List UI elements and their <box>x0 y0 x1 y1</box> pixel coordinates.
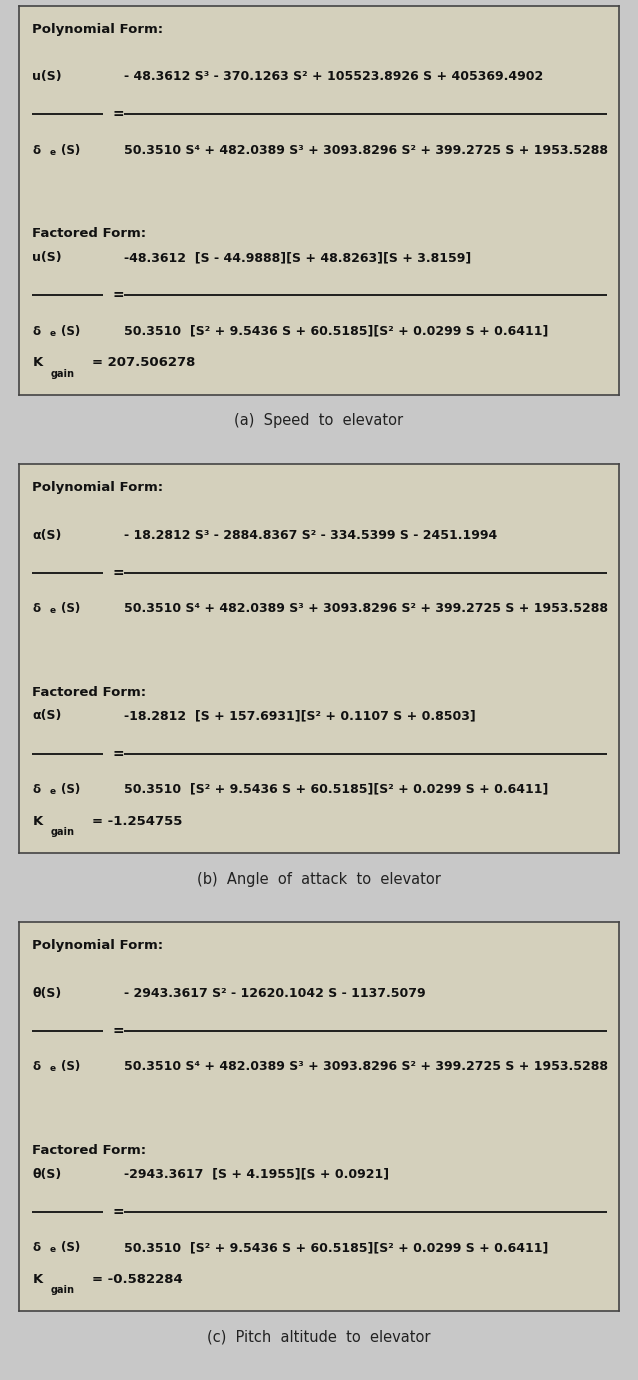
Text: (a)  Speed  to  elevator: (a) Speed to elevator <box>234 414 404 428</box>
Text: gain: gain <box>50 368 74 380</box>
Text: 50.3510 S⁴ + 482.0389 S³ + 3093.8296 S² + 399.2725 S + 1953.5288: 50.3510 S⁴ + 482.0389 S³ + 3093.8296 S² … <box>124 602 608 615</box>
Text: 50.3510  [S² + 9.5436 S + 60.5185][S² + 0.0299 S + 0.6411]: 50.3510 [S² + 9.5436 S + 60.5185][S² + 0… <box>124 324 549 338</box>
Text: =: = <box>112 288 124 302</box>
Text: Polynomial Form:: Polynomial Form: <box>33 940 163 952</box>
Text: -2943.3617  [S + 4.1955][S + 0.0921]: -2943.3617 [S + 4.1955][S + 0.0921] <box>124 1167 389 1181</box>
Text: δ: δ <box>33 782 40 796</box>
Text: δ: δ <box>33 144 40 157</box>
Text: = -1.254755: = -1.254755 <box>93 814 182 828</box>
Text: = -0.582284: = -0.582284 <box>93 1272 183 1286</box>
Text: K: K <box>33 1272 43 1286</box>
Text: e: e <box>49 606 56 614</box>
Text: α(S): α(S) <box>33 709 62 723</box>
Text: -18.2812  [S + 157.6931][S² + 0.1107 S + 0.8503]: -18.2812 [S + 157.6931][S² + 0.1107 S + … <box>124 709 476 723</box>
Text: Polynomial Form:: Polynomial Form: <box>33 23 163 36</box>
Text: =: = <box>112 747 124 760</box>
Text: θ(S): θ(S) <box>33 987 62 999</box>
Text: (S): (S) <box>61 1241 80 1254</box>
Text: θ(S): θ(S) <box>33 1167 62 1181</box>
Text: K: K <box>33 814 43 828</box>
Text: δ: δ <box>33 324 40 338</box>
Text: (S): (S) <box>61 602 80 615</box>
Text: α(S): α(S) <box>33 529 62 541</box>
Text: Factored Form:: Factored Form: <box>33 686 147 698</box>
Text: Factored Form:: Factored Form: <box>33 228 147 240</box>
Text: δ: δ <box>33 602 40 615</box>
Text: e: e <box>49 328 56 338</box>
Text: δ: δ <box>33 1241 40 1254</box>
Text: Factored Form:: Factored Form: <box>33 1144 147 1156</box>
Text: e: e <box>49 1064 56 1072</box>
Text: (c)  Pitch  altitude  to  elevator: (c) Pitch altitude to elevator <box>207 1330 431 1344</box>
Text: (S): (S) <box>61 782 80 796</box>
Text: Polynomial Form:: Polynomial Form: <box>33 482 163 494</box>
Text: 50.3510 S⁴ + 482.0389 S³ + 3093.8296 S² + 399.2725 S + 1953.5288: 50.3510 S⁴ + 482.0389 S³ + 3093.8296 S² … <box>124 144 608 157</box>
Text: 50.3510  [S² + 9.5436 S + 60.5185][S² + 0.0299 S + 0.6411]: 50.3510 [S² + 9.5436 S + 60.5185][S² + 0… <box>124 1241 549 1254</box>
Text: gain: gain <box>50 827 74 838</box>
Text: u(S): u(S) <box>33 70 62 83</box>
Text: - 2943.3617 S² - 12620.1042 S - 1137.5079: - 2943.3617 S² - 12620.1042 S - 1137.507… <box>124 987 426 999</box>
Text: (S): (S) <box>61 144 80 157</box>
Text: gain: gain <box>50 1285 74 1296</box>
Text: =: = <box>112 108 124 121</box>
Text: - 48.3612 S³ - 370.1263 S² + 105523.8926 S + 405369.4902: - 48.3612 S³ - 370.1263 S² + 105523.8926… <box>124 70 544 83</box>
Text: K: K <box>33 356 43 370</box>
Text: (S): (S) <box>61 1060 80 1074</box>
Text: (S): (S) <box>61 324 80 338</box>
Text: 50.3510 S⁴ + 482.0389 S³ + 3093.8296 S² + 399.2725 S + 1953.5288: 50.3510 S⁴ + 482.0389 S³ + 3093.8296 S² … <box>124 1060 608 1074</box>
Text: = 207.506278: = 207.506278 <box>93 356 196 370</box>
Text: =: = <box>112 1024 124 1038</box>
Text: u(S): u(S) <box>33 251 62 265</box>
Text: δ: δ <box>33 1060 40 1074</box>
Text: =: = <box>112 566 124 580</box>
Text: e: e <box>49 787 56 796</box>
Text: (b)  Angle  of  attack  to  elevator: (b) Angle of attack to elevator <box>197 872 441 886</box>
Text: e: e <box>49 1245 56 1254</box>
Text: - 18.2812 S³ - 2884.8367 S² - 334.5399 S - 2451.1994: - 18.2812 S³ - 2884.8367 S² - 334.5399 S… <box>124 529 498 541</box>
Text: =: = <box>112 1205 124 1219</box>
Text: e: e <box>49 148 56 156</box>
Text: -48.3612  [S - 44.9888][S + 48.8263][S + 3.8159]: -48.3612 [S - 44.9888][S + 48.8263][S + … <box>124 251 471 265</box>
Text: 50.3510  [S² + 9.5436 S + 60.5185][S² + 0.0299 S + 0.6411]: 50.3510 [S² + 9.5436 S + 60.5185][S² + 0… <box>124 782 549 796</box>
